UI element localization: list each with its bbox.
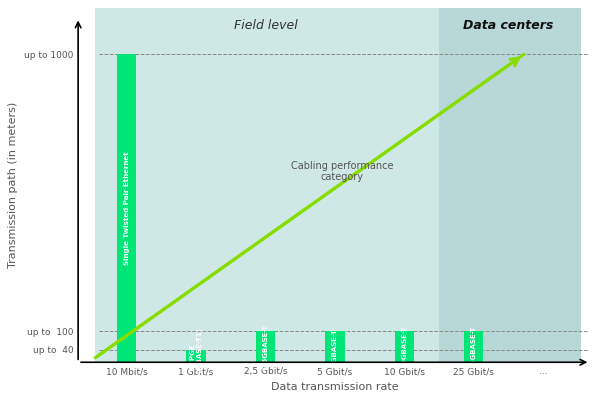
Bar (187, 350, 206, 362)
X-axis label: Data transmission rate: Data transmission rate (271, 382, 399, 392)
Bar (395, 332, 414, 362)
Y-axis label: Transmission path (in meters): Transmission path (in meters) (8, 102, 19, 268)
Bar (256, 332, 275, 362)
Bar (95, 8, 439, 362)
Bar (439, 8, 581, 362)
Text: 5GBASE-T: 5GBASE-T (332, 328, 338, 366)
Text: 2.5GBASE-T: 2.5GBASE-T (262, 324, 268, 370)
Text: 25GBASE-T: 25GBASE-T (470, 326, 476, 368)
Bar (117, 54, 136, 362)
Text: 10GBASE-T: 10GBASE-T (401, 326, 407, 368)
Bar (464, 332, 484, 362)
Bar (325, 332, 344, 362)
Text: Data centers: Data centers (463, 19, 554, 32)
Text: Field level: Field level (233, 19, 298, 32)
Text: RTPGE
(1000BASE-T1): RTPGE (1000BASE-T1) (190, 327, 203, 385)
Text: Single Twisted Pair Ethernet: Single Twisted Pair Ethernet (124, 152, 130, 265)
Text: Cabling performance
category: Cabling performance category (290, 161, 393, 182)
